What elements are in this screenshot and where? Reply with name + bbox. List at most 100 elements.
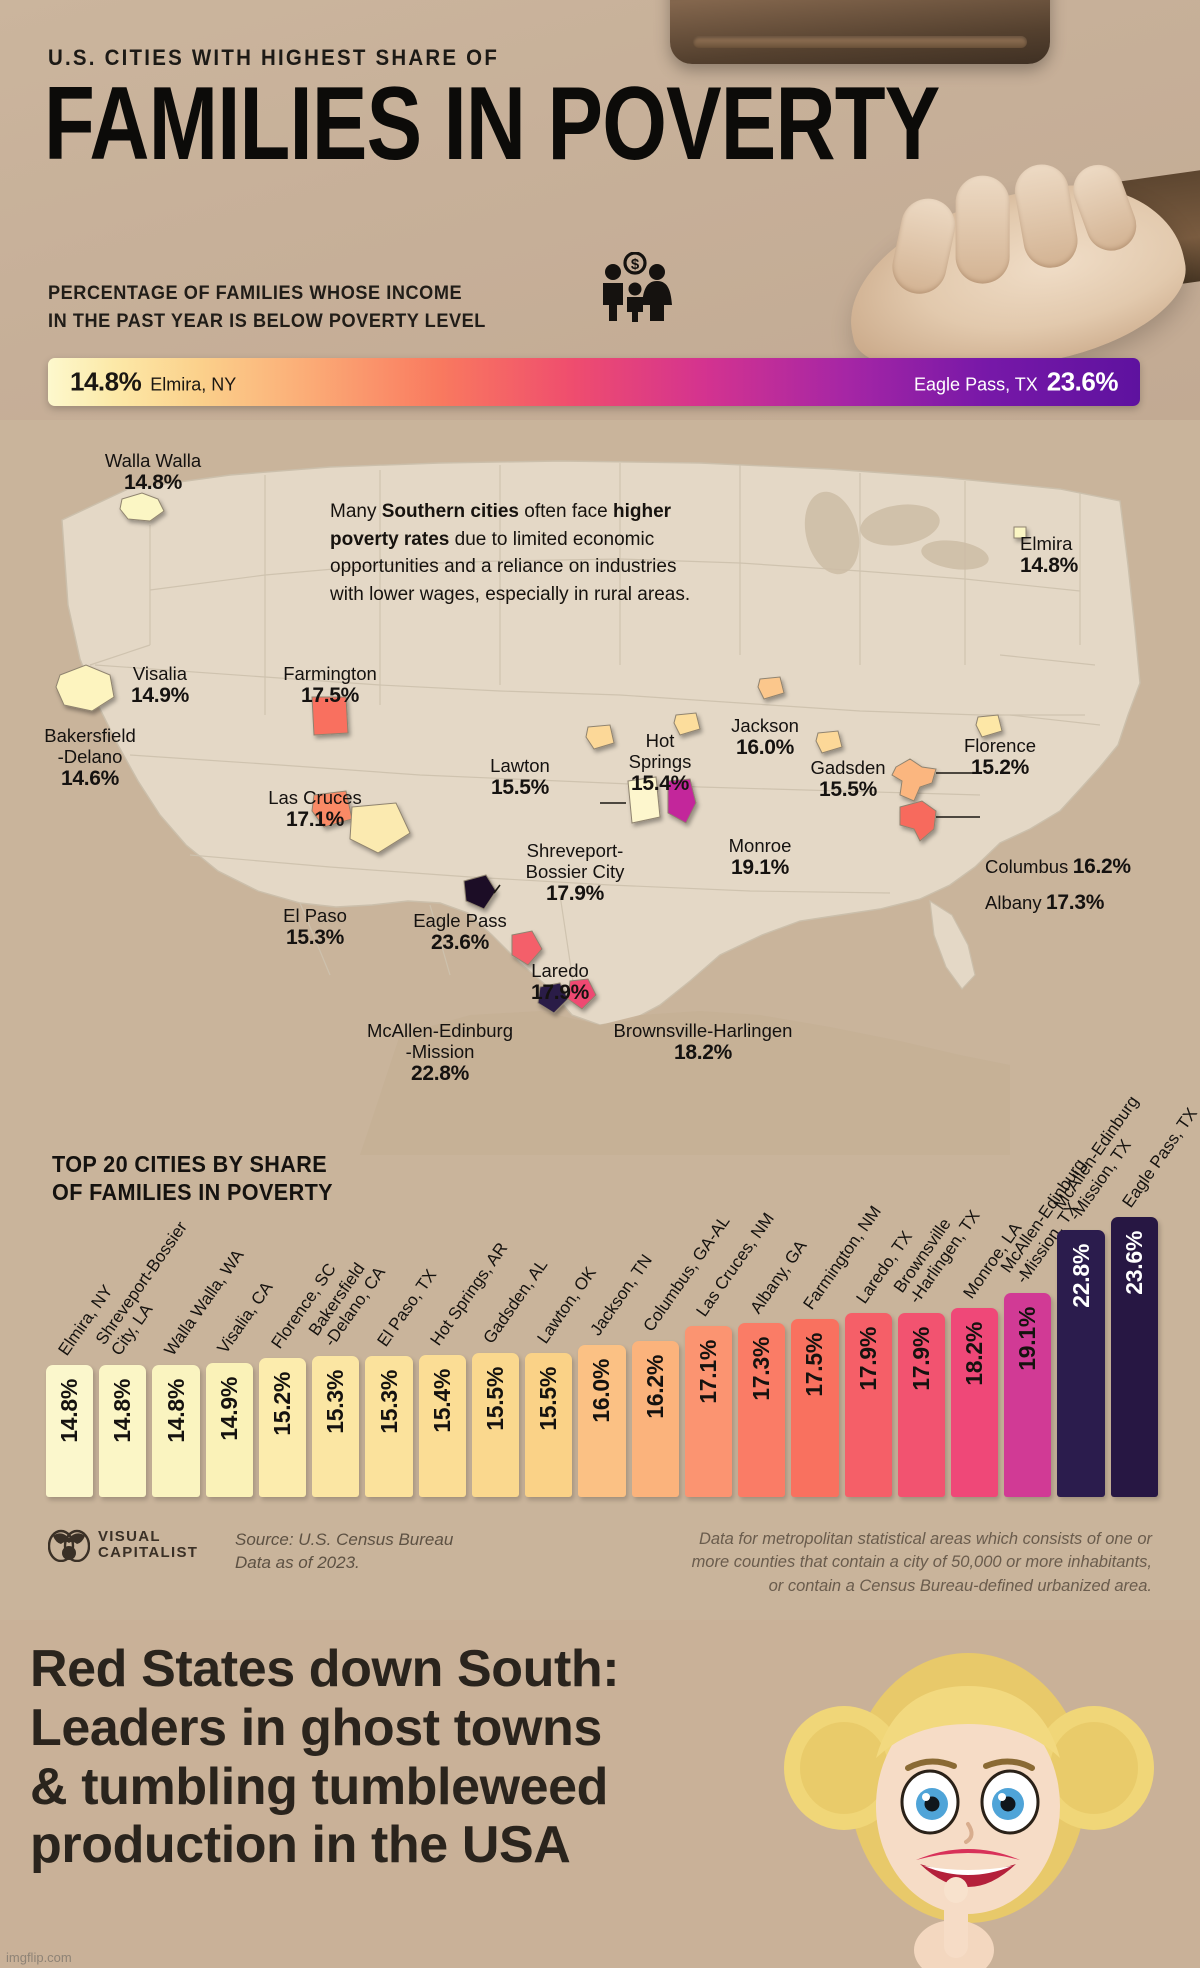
map-label-visalia: Visalia 14.9%	[130, 663, 190, 708]
imgflip-watermark: imgflip.com	[6, 1950, 72, 1965]
bar-value-label: 22.8%	[1067, 1244, 1094, 1309]
map-label-laredo: Laredo 17.9%	[530, 960, 590, 1005]
bar-value-label: 15.3%	[375, 1370, 402, 1435]
bar-column: 17.9% Brownsville -Harlingen, TX	[890, 1206, 984, 1497]
bar-value-label: 15.5%	[535, 1367, 562, 1431]
map-label-monroe: Monroe 19.1%	[728, 835, 792, 880]
map-label-elmira: Elmira 14.8%	[1020, 533, 1079, 578]
map-label-lawton: Lawton 15.5%	[490, 755, 550, 800]
map-label-jackson: Jackson 16.0%	[731, 715, 799, 760]
usa-map-outline	[55, 460, 1141, 1155]
map-label-hot-springs: Hot Springs 15.4%	[628, 730, 692, 796]
legend-low-end: 14.8% Elmira, NY	[70, 367, 236, 398]
bar: 19.1% McAllen-Edinburg -Mission, TX	[997, 1155, 1089, 1497]
map-label-shreveport-bossier-city: Shreveport- Bossier City 17.9%	[525, 840, 625, 906]
legend-high-end: Eagle Pass, TX 23.6%	[914, 367, 1118, 398]
bar-column: 15.3% El Paso, TX	[365, 1217, 440, 1497]
bar: 17.9% Brownsville -Harlingen, TX	[890, 1206, 984, 1497]
map-label-walla-walla: Walla Walla 14.8%	[104, 450, 202, 495]
chart-title: TOP 20 CITIES BY SHARE OF FAMILIES IN PO…	[52, 1151, 333, 1206]
bar-value-label: 14.8%	[162, 1378, 189, 1443]
bar: 15.3% Bakersfield -Delano, CA	[305, 1260, 389, 1497]
page-title: FAMILIES IN POVERTY	[44, 66, 940, 182]
vc-brand-line1: VISUAL	[98, 1528, 161, 1546]
bar-chart: 14.8% Elmira, NY 14.8% Shreveport-Bossier C…	[46, 1093, 1200, 1497]
bar-value-label: 17.1%	[694, 1340, 721, 1404]
bar-column: 14.8% Walla Walla, WA	[152, 1217, 248, 1497]
bar: 15.5% Lawton, OK	[525, 1263, 600, 1497]
bar: 14.8% Elmira, NY	[46, 1281, 116, 1497]
map-label-las-cruces: Las Cruces 17.1%	[268, 787, 362, 832]
bar-column: 17.9% Laredo, TX	[844, 1217, 916, 1497]
bar-value-label: 15.3%	[322, 1370, 349, 1435]
svg-text:$: $	[631, 256, 640, 273]
bar-column: 14.8% Shreveport-Bossier City, LA	[92, 1217, 191, 1497]
footer-section: VISUAL CAPITALIST Source: U.S. Census Bu…	[0, 1512, 1200, 1612]
vc-wordmark: VISUAL CAPITALIST	[98, 1529, 198, 1561]
header-subtitle: PERCENTAGE OF FAMILIES WHOSE INCOME IN T…	[48, 282, 486, 332]
bar-column: 15.5% Lawton, OK	[525, 1217, 600, 1497]
bar-value-label: 14.9%	[215, 1377, 242, 1441]
bar: 17.3% Albany, GA	[738, 1237, 810, 1497]
bar: 14.9% Visalia, CA	[205, 1278, 277, 1497]
vc-butterfly-icon	[48, 1529, 90, 1562]
map-label-florence: Florence 15.2%	[964, 735, 1036, 780]
bar-value-label: 15.2%	[269, 1372, 296, 1436]
bar-column: 15.2% Florence, SC	[258, 1217, 339, 1497]
map-annotation-note: Many Southern cities often face higher p…	[330, 501, 691, 605]
bar-value-label: 15.4%	[428, 1368, 455, 1433]
bar-value-label: 23.6%	[1120, 1231, 1147, 1295]
bar-column: 17.1% Las Cruces, NM	[684, 1209, 778, 1497]
bar: 17.5% Farmington, NM	[791, 1203, 885, 1497]
bar: 18.2% Monroe, LA	[950, 1219, 1025, 1497]
bar-value-label: 17.3%	[748, 1336, 775, 1401]
map-label-gadsden: Gadsden 15.5%	[810, 757, 886, 802]
bar: 14.8% Shreveport-Bossier City, LA	[92, 1218, 191, 1497]
methodology-note: Data for metropolitan statistical areas …	[691, 1530, 1152, 1595]
bar-column: 23.6% Eagle Pass, TX	[1110, 1104, 1200, 1497]
bar-value-label: 16.0%	[588, 1358, 615, 1423]
gradient-legend-bar: 14.8% Elmira, NY Eagle Pass, TX 23.6%	[48, 358, 1140, 406]
bar: 16.2% Columbus, GA-AL	[631, 1212, 734, 1497]
source-text: Source: U.S. Census Bureau Data as of 20…	[235, 1530, 454, 1573]
bar: 22.8% McAllen-Edinburg -Mission, TX	[1050, 1093, 1142, 1497]
bar-value-label: 16.2%	[641, 1355, 668, 1420]
bar: 15.4% Hot Springs, AR	[418, 1239, 512, 1497]
bar: 23.6% Eagle Pass, TX	[1110, 1104, 1200, 1497]
vc-brand-line2: CAPITALIST	[98, 1544, 199, 1561]
bar-column: 14.8% Elmira, NY	[46, 1217, 116, 1497]
map-label-bakersfield-delano: Bakersfield -Delano 14.6%	[44, 725, 136, 791]
map-label-mcallen-edinburg-mission: McAllen-Edinburg -Mission 22.8%	[366, 1020, 513, 1086]
legend-low-city: Elmira, NY	[150, 374, 237, 395]
meme-caption-section: Red States down South: Leaders in ghost …	[0, 1620, 1200, 1968]
bar-column: 18.2% Monroe, LA	[950, 1217, 1025, 1497]
bar-value-label: 14.8%	[56, 1378, 83, 1443]
legend-high-value: 23.6%	[1046, 366, 1119, 397]
bar: 14.8% Walla Walla, WA	[152, 1246, 248, 1497]
map-label-farmington: Farmington 17.5%	[283, 663, 377, 708]
meme-caption-text: Red States down South: Leaders in ghost …	[30, 1640, 620, 1875]
header-kicker: U.S. CITIES WITH HIGHEST SHARE OF	[48, 45, 500, 70]
bar: 15.5% Gadsden, AL	[471, 1256, 552, 1497]
bar-value-label: 19.1%	[1014, 1306, 1041, 1371]
usa-map: Many Southern cities often face higher p…	[0, 415, 1200, 1155]
bar: 15.2% Florence, SC	[258, 1260, 339, 1497]
bar-column: 17.5% Farmington, NM	[791, 1203, 885, 1497]
bar-value-label: 17.9%	[907, 1326, 934, 1391]
visual-capitalist-logo: VISUAL CAPITALIST	[48, 1528, 198, 1562]
bar-column: 16.2% Columbus, GA-AL	[631, 1212, 734, 1497]
legend-high-city: Eagle Pass, TX	[914, 374, 1038, 395]
bar: 17.1% Las Cruces, NM	[684, 1209, 778, 1497]
bar-value-label: 17.9%	[854, 1326, 881, 1391]
bar-column: 17.3% Albany, GA	[738, 1217, 810, 1497]
bar: 15.3% El Paso, TX	[365, 1266, 440, 1497]
map-label-el-paso: El Paso 15.3%	[283, 905, 347, 950]
bar-value-label: 15.5%	[481, 1367, 508, 1431]
bar-value-label: 18.2%	[961, 1321, 988, 1386]
bar-column: 15.5% Gadsden, AL	[471, 1217, 552, 1497]
bar-value-label: 14.8%	[109, 1378, 136, 1443]
bar-value-label: 17.5%	[801, 1333, 828, 1398]
bar: 16.0% Jackson, TN	[578, 1251, 656, 1497]
bar-column: 16.0% Jackson, TN	[578, 1217, 656, 1497]
